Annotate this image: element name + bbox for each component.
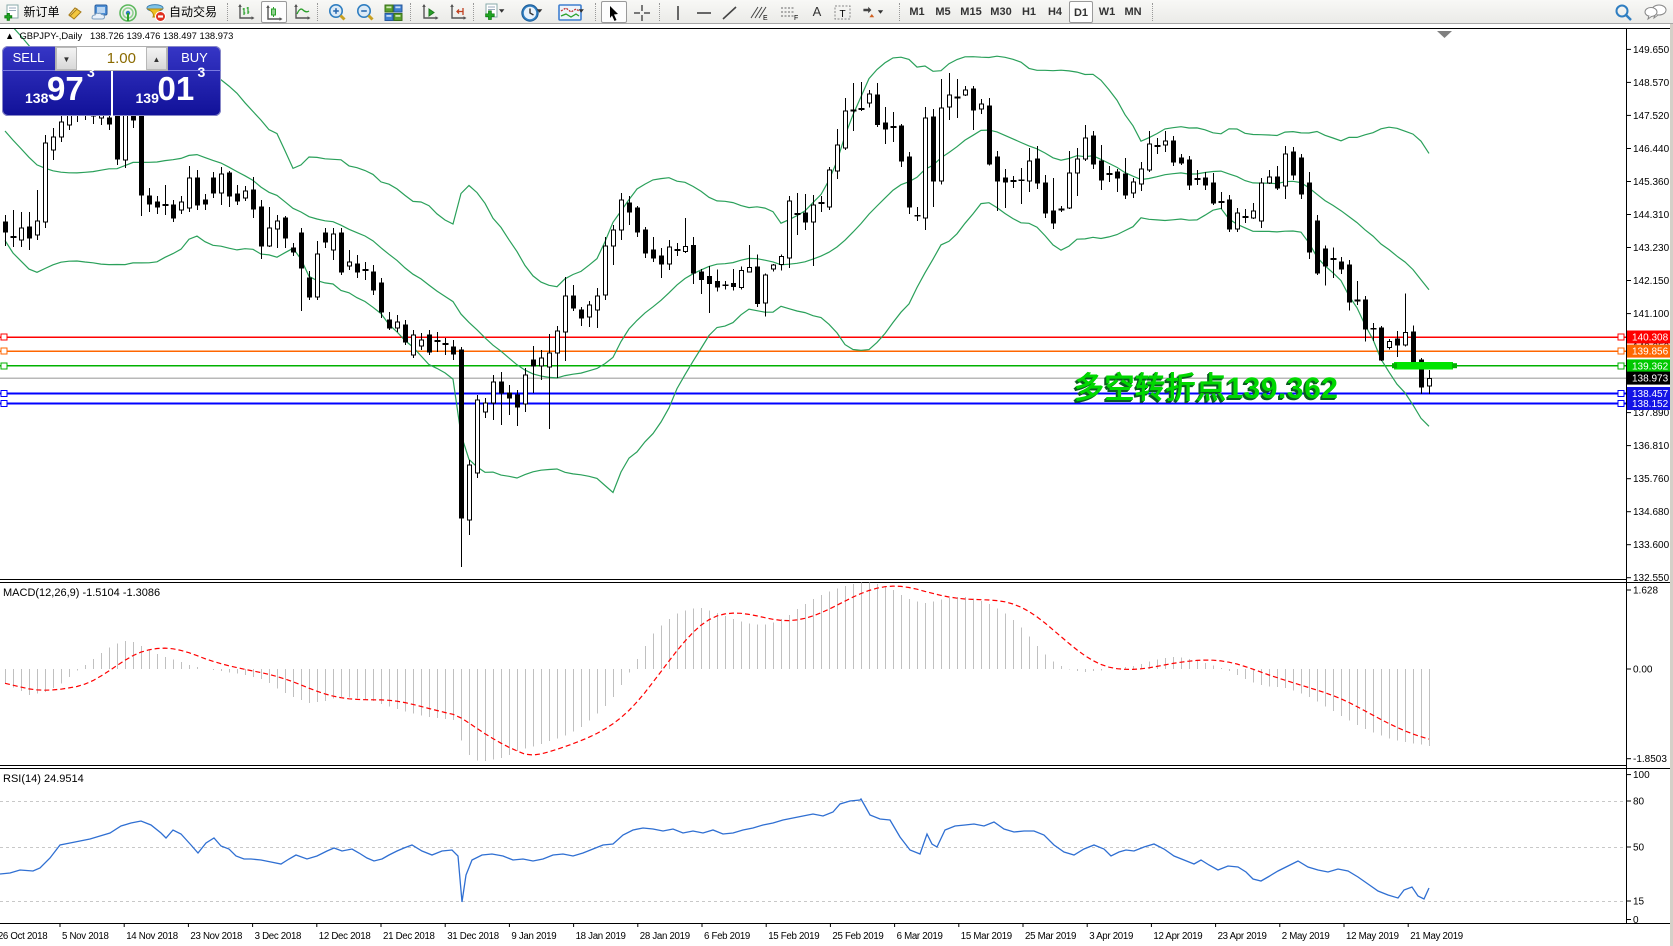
svg-text:F: F: [794, 15, 798, 22]
svg-text:144.310: 144.310: [1633, 210, 1670, 221]
svg-text:2 May 2019: 2 May 2019: [1282, 931, 1330, 942]
svg-text:31 Dec 2018: 31 Dec 2018: [447, 931, 499, 942]
svg-text:149.650: 149.650: [1633, 45, 1670, 56]
svg-text:134.680: 134.680: [1633, 507, 1670, 518]
svg-text:6 Feb 2019: 6 Feb 2019: [704, 931, 750, 942]
svg-text:100: 100: [1633, 770, 1650, 781]
svg-text:9 Jan 2019: 9 Jan 2019: [511, 931, 556, 942]
svg-text:137.890: 137.890: [1633, 408, 1670, 419]
svg-text:12 Apr 2019: 12 Apr 2019: [1153, 931, 1202, 942]
svg-text:0: 0: [1633, 915, 1639, 926]
svg-text:28 Jan 2019: 28 Jan 2019: [640, 931, 690, 942]
svg-text:23 Apr 2019: 23 Apr 2019: [1218, 931, 1267, 942]
svg-text:132.550: 132.550: [1633, 573, 1670, 584]
svg-text:-1.8503: -1.8503: [1633, 754, 1667, 765]
svg-text:135.760: 135.760: [1633, 474, 1670, 485]
svg-text:140.308: 140.308: [1632, 333, 1669, 344]
svg-text:143.230: 143.230: [1633, 243, 1670, 254]
svg-text:50: 50: [1633, 843, 1645, 854]
svg-text:14 Nov 2018: 14 Nov 2018: [126, 931, 178, 942]
svg-text:3 Dec 2018: 3 Dec 2018: [255, 931, 302, 942]
svg-text:142.150: 142.150: [1633, 276, 1670, 287]
svg-text:26 Oct 2018: 26 Oct 2018: [0, 931, 47, 942]
svg-text:1.628: 1.628: [1633, 586, 1658, 597]
svg-text:23 Nov 2018: 23 Nov 2018: [190, 931, 242, 942]
svg-text:139.856: 139.856: [1632, 347, 1669, 358]
svg-text:T: T: [840, 9, 846, 20]
svg-text:18 Jan 2019: 18 Jan 2019: [576, 931, 626, 942]
svg-text:146.440: 146.440: [1633, 144, 1670, 155]
svg-text:141.100: 141.100: [1633, 309, 1670, 320]
svg-text:12 May 2019: 12 May 2019: [1346, 931, 1399, 942]
svg-text:136.810: 136.810: [1633, 441, 1670, 452]
svg-text:138.973: 138.973: [1632, 374, 1669, 385]
svg-text:5 Nov 2018: 5 Nov 2018: [62, 931, 109, 942]
svg-text:145.360: 145.360: [1633, 177, 1670, 188]
svg-text:RSI(14) 24.9514: RSI(14) 24.9514: [3, 773, 84, 785]
svg-text:12 Dec 2018: 12 Dec 2018: [319, 931, 371, 942]
svg-text:3 Apr 2019: 3 Apr 2019: [1089, 931, 1133, 942]
svg-text:148.570: 148.570: [1633, 78, 1670, 89]
svg-text:6 Mar 2019: 6 Mar 2019: [897, 931, 943, 942]
svg-text:147.520: 147.520: [1633, 111, 1670, 122]
svg-text:25 Mar 2019: 25 Mar 2019: [1025, 931, 1076, 942]
svg-text:21 Dec 2018: 21 Dec 2018: [383, 931, 435, 942]
svg-text:E: E: [763, 15, 768, 22]
svg-text:0.00: 0.00: [1633, 665, 1653, 676]
svg-text:138.152: 138.152: [1632, 399, 1669, 410]
svg-text:139.362: 139.362: [1632, 361, 1669, 372]
svg-text:MACD(12,26,9) -1.5104 -1.3086: MACD(12,26,9) -1.5104 -1.3086: [3, 587, 160, 599]
svg-text:21 May 2019: 21 May 2019: [1410, 931, 1463, 942]
svg-text:133.600: 133.600: [1633, 540, 1670, 551]
svg-text:15: 15: [1633, 897, 1645, 908]
svg-text:15 Mar 2019: 15 Mar 2019: [961, 931, 1012, 942]
svg-text:25 Feb 2019: 25 Feb 2019: [832, 931, 883, 942]
svg-text:15 Feb 2019: 15 Feb 2019: [768, 931, 819, 942]
svg-text:138.457: 138.457: [1632, 389, 1669, 400]
svg-text:80: 80: [1633, 797, 1645, 808]
